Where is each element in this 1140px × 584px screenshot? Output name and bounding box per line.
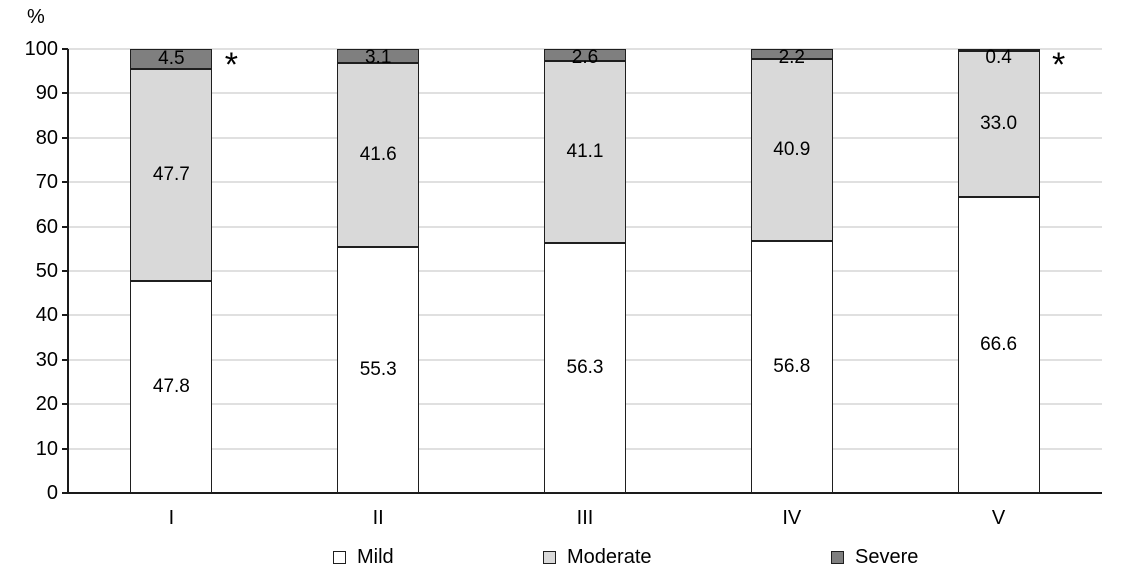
y-tick-label-50: 50 [35, 260, 58, 282]
bar-II-moderate-segment [337, 62, 420, 248]
data-label-V-severe: 0.4 [985, 47, 1012, 68]
x-category-label-II: II [372, 507, 384, 529]
bar-I-mild-segment [130, 280, 213, 493]
legend-swatch-severe-icon [831, 550, 844, 564]
y-tick-80 [62, 136, 68, 139]
y-axis-unit-label: % [27, 6, 45, 28]
data-label-III-mild: 56.3 [566, 357, 604, 378]
bar-V-moderate-segment [957, 50, 1040, 198]
y-tick-label-20: 20 [35, 393, 58, 416]
y-tick-90 [62, 92, 68, 95]
data-label-I-severe: 4.5 [158, 47, 185, 69]
bar-II-severe-segment [337, 49, 420, 63]
y-tick-60 [62, 225, 68, 228]
y-tick-70 [62, 181, 68, 184]
legend-swatch-moderate-icon [543, 550, 556, 564]
data-label-V-mild: 66.6 [980, 334, 1018, 356]
y-tick-label-70: 70 [35, 171, 58, 194]
data-label-V-moderate: 33.0 [980, 113, 1018, 135]
y-tick-label-0: 0 [46, 482, 58, 504]
bar-II-mild-segment [337, 247, 420, 493]
y-tick-label-80: 80 [35, 126, 58, 149]
data-label-II-moderate: 41.6 [359, 144, 397, 166]
y-tick-label-60: 60 [35, 215, 58, 238]
y-tick-label-40: 40 [35, 304, 58, 327]
data-label-I-mild: 47.8 [152, 375, 190, 397]
bar-III-moderate-segment [544, 60, 626, 243]
legend-swatch-mild-icon [333, 550, 346, 564]
bar-I-moderate-segment [130, 68, 213, 281]
bar-IV-severe-segment [750, 49, 833, 60]
y-tick-50 [62, 270, 68, 272]
bar-III-severe-segment [544, 49, 626, 61]
data-label-I-moderate: 47.7 [152, 163, 190, 185]
y-tick-20 [62, 403, 68, 406]
bar-IV-moderate-segment [750, 59, 833, 241]
legend-label-mild: Mild [357, 546, 394, 568]
x-category-label-I: I [168, 507, 175, 529]
data-label-III-severe: 2.6 [571, 47, 599, 68]
data-label-IV-mild: 56.8 [773, 355, 811, 377]
legend-label-severe: Severe [855, 546, 919, 568]
legend-item-moderate: Moderate [543, 547, 652, 567]
legend-label-moderate: Moderate [567, 546, 652, 568]
data-label-IV-moderate: 40.9 [773, 139, 811, 160]
legend-item-severe: Severe [831, 547, 918, 567]
data-label-III-moderate: 41.1 [566, 140, 604, 162]
data-label-II-severe: 3.1 [364, 47, 392, 68]
data-label-IV-severe: 2.2 [778, 47, 805, 68]
significance-asterisk-V: * [1051, 46, 1066, 84]
y-tick-label-90: 90 [35, 82, 58, 105]
bar-V-mild-segment [957, 197, 1040, 493]
y-tick-label-100: 100 [24, 38, 58, 60]
bar-IV-mild-segment [750, 240, 833, 493]
data-label-II-mild: 55.3 [359, 359, 397, 381]
y-axis-line [67, 49, 69, 494]
y-tick-label-30: 30 [35, 348, 58, 371]
bar-V-severe-segment [957, 49, 1040, 51]
bar-I-severe-segment [130, 49, 213, 69]
legend-item-mild: Mild [333, 547, 394, 567]
x-category-label-IV: IV [782, 507, 802, 529]
x-axis-line [62, 492, 1102, 494]
y-tick-10 [62, 447, 68, 450]
y-tick-100 [62, 48, 68, 50]
y-tick-30 [62, 358, 68, 361]
x-category-label-III: III [576, 507, 594, 529]
y-tick-40 [62, 314, 68, 317]
significance-asterisk-I: * [224, 46, 238, 84]
y-tick-label-10: 10 [35, 437, 58, 460]
x-category-label-V: V [991, 507, 1006, 529]
bar-III-mild-segment [544, 243, 626, 493]
